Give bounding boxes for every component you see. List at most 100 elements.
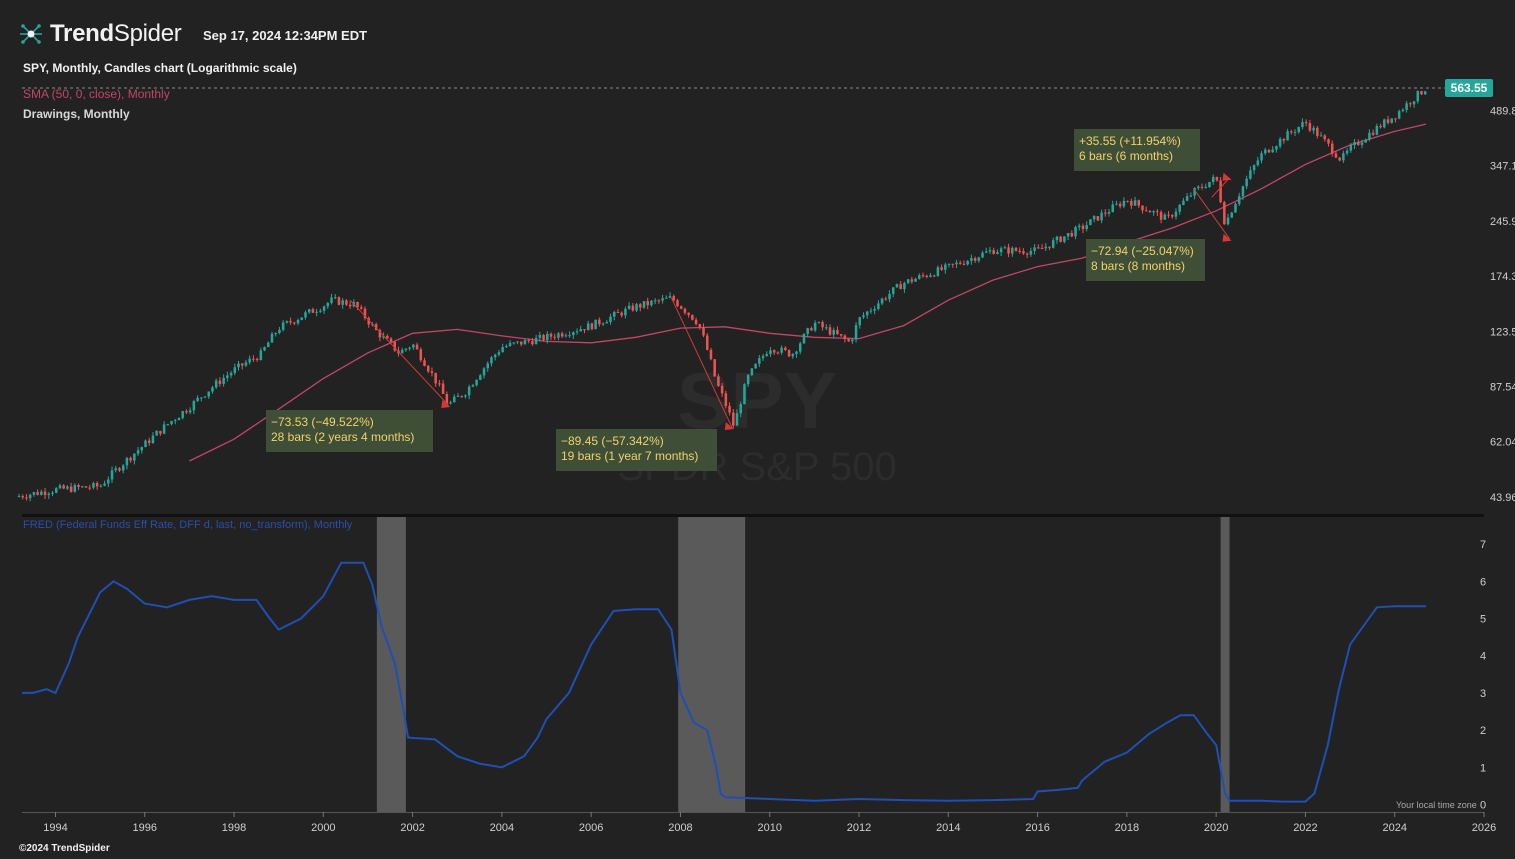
brand-bold: Trend xyxy=(50,20,114,47)
price-tick-label: 489.80 xyxy=(1490,106,1515,118)
candle-body xyxy=(505,346,508,348)
candle-body xyxy=(345,300,348,305)
candle-body xyxy=(702,327,705,336)
timezone-label[interactable]: Your local time zone xyxy=(1396,800,1477,810)
candle-body xyxy=(929,275,932,277)
candle-body xyxy=(77,485,80,487)
candle-body xyxy=(482,368,486,376)
fed-tick-label: 7 xyxy=(1480,539,1486,551)
candle-body xyxy=(981,252,984,258)
candle-body xyxy=(512,342,516,344)
candle-body xyxy=(1059,236,1062,242)
candle-body xyxy=(1163,214,1167,220)
candle-body xyxy=(360,307,363,309)
fed-tick-label: 6 xyxy=(1480,576,1486,588)
candle-body xyxy=(203,396,207,398)
candle-body xyxy=(438,383,441,385)
x-tick-label: 2026 xyxy=(1472,822,1496,834)
candle-body xyxy=(304,312,307,318)
candle-body xyxy=(1096,216,1100,221)
candle-body xyxy=(828,327,832,335)
candle-body xyxy=(144,440,147,448)
price-tick-label: 347.10 xyxy=(1490,161,1515,173)
candle-body xyxy=(646,301,649,306)
candle-body xyxy=(806,328,809,334)
candle-body xyxy=(1416,91,1420,102)
candle-body xyxy=(1267,149,1271,153)
candle-body xyxy=(1174,211,1178,217)
candle-body xyxy=(1048,246,1051,248)
candle-body xyxy=(732,412,735,426)
x-tick-label: 2004 xyxy=(490,822,514,834)
candle-body xyxy=(136,450,140,454)
measure-arrow xyxy=(724,421,734,430)
candle-body xyxy=(984,251,988,253)
candle-body xyxy=(382,335,385,338)
candle-body xyxy=(237,363,240,368)
candle-body xyxy=(903,282,906,290)
candle-body xyxy=(81,486,84,488)
annotations[interactable]: −73.53 (−49.522%)28 bars (2 years 4 mont… xyxy=(266,129,1232,471)
candle-body xyxy=(374,324,378,331)
fed-panel[interactable] xyxy=(22,515,1426,812)
candle-body xyxy=(218,380,222,384)
candle-body xyxy=(672,296,676,301)
candle-body xyxy=(274,333,277,335)
candle-body xyxy=(155,430,158,436)
candle-body xyxy=(839,334,843,336)
candle-body xyxy=(1092,216,1096,220)
candle-body xyxy=(1189,195,1193,197)
fred-legend[interactable]: FRED (Federal Funds Eff Rate, DFF d, las… xyxy=(23,519,353,531)
candle-body xyxy=(761,356,765,359)
fed-tick-label: 1 xyxy=(1480,762,1486,774)
candle-body xyxy=(910,279,914,282)
measure-change-label: −72.94 (−25.047%) xyxy=(1091,244,1194,258)
candle-body xyxy=(430,371,434,373)
candle-body xyxy=(918,275,921,279)
candle-body xyxy=(1070,233,1074,237)
candle-body xyxy=(538,335,542,338)
candle-body xyxy=(1044,246,1048,249)
price-panel[interactable]: 563.55 xyxy=(17,79,1493,502)
candle-body xyxy=(412,344,415,348)
candle-body xyxy=(1323,135,1327,140)
candle-body xyxy=(947,263,951,265)
candle-body xyxy=(609,316,612,323)
candle-body xyxy=(1275,146,1278,150)
candle-body xyxy=(1111,204,1114,213)
sma-legend[interactable]: SMA (50, 0, close), Monthly xyxy=(23,87,170,101)
x-tick-label: 2000 xyxy=(311,822,335,834)
candle-body xyxy=(1130,201,1133,206)
candle-body xyxy=(813,322,817,331)
candle-body xyxy=(1115,203,1118,205)
candle-body xyxy=(337,297,341,305)
candle-body xyxy=(977,257,981,261)
candle-body xyxy=(888,293,891,300)
candle-body xyxy=(441,383,445,394)
candle-body xyxy=(1037,247,1040,249)
candle-body xyxy=(311,309,315,313)
trendspider-logo[interactable]: TrendSpider xyxy=(18,20,182,48)
candle-body xyxy=(1055,236,1059,241)
candle-body xyxy=(453,396,456,403)
candle-body xyxy=(1368,132,1371,140)
chart-title[interactable]: SPY, Monthly, Candles chart (Logarithmic… xyxy=(23,61,297,75)
candle-body xyxy=(653,300,657,302)
candle-body xyxy=(1357,141,1360,145)
drawings-legend[interactable]: Drawings, Monthly xyxy=(23,107,130,121)
candle-body xyxy=(1364,139,1367,143)
candle-body xyxy=(177,417,181,421)
candle-body xyxy=(1423,91,1427,95)
candle-body xyxy=(798,343,802,352)
candle-body xyxy=(378,330,382,338)
candle-body xyxy=(259,350,263,361)
candle-body xyxy=(159,430,162,434)
candle-body xyxy=(572,332,575,336)
candle-body xyxy=(1156,211,1159,213)
candle-body xyxy=(508,342,512,347)
candle-body xyxy=(181,411,184,418)
candle-body xyxy=(891,287,895,294)
candle-body xyxy=(296,319,300,324)
candle-body xyxy=(464,395,467,397)
candle-body xyxy=(735,413,739,426)
